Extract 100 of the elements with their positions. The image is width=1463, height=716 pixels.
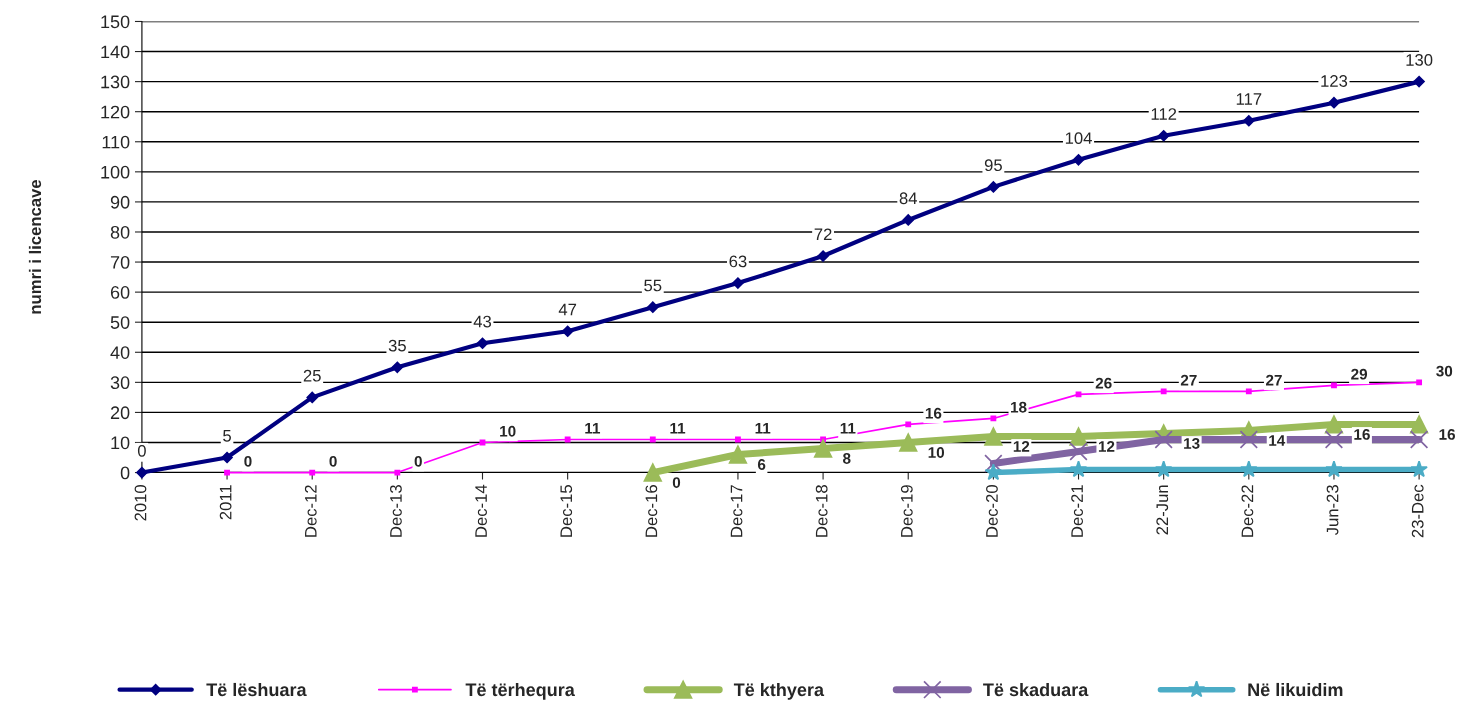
- data-label: 0: [329, 455, 337, 467]
- y-tick-label: 100: [101, 165, 130, 179]
- x-tick-label: Dec-20: [986, 485, 998, 537]
- y-tick-label: 90: [110, 195, 130, 209]
- data-label: 0: [244, 455, 252, 467]
- data-label: 130: [1406, 54, 1433, 66]
- point: [1331, 382, 1337, 389]
- point: [1069, 460, 1088, 478]
- point: [817, 250, 829, 262]
- legend-label: Të tërhequra: [465, 682, 575, 700]
- data-label: 55: [644, 279, 662, 292]
- x-tick-label: 2010: [134, 485, 147, 521]
- point: [1324, 430, 1344, 449]
- data-label: 43: [473, 315, 492, 328]
- data-label: 10: [500, 425, 516, 437]
- data-label: 84: [899, 192, 918, 205]
- point: [1410, 460, 1428, 478]
- point: [1243, 114, 1255, 127]
- x-tick-label: Dec-22: [1241, 485, 1254, 537]
- point: [732, 277, 744, 289]
- y-tick-label: 10: [111, 436, 130, 450]
- data-label: 27: [1180, 374, 1197, 386]
- x-tick-label: Dec-15: [560, 485, 573, 537]
- point: [1328, 96, 1340, 109]
- point: [813, 439, 833, 458]
- point: [1160, 388, 1167, 395]
- point: [306, 391, 318, 404]
- y-tick-label: 110: [102, 135, 130, 149]
- x-tick-label: 23-Dec: [1411, 484, 1424, 538]
- y-tick-label: 150: [101, 15, 130, 29]
- x-tick-label: 22-Jun: [1156, 485, 1169, 535]
- point: [728, 445, 748, 464]
- data-label: 11: [670, 423, 686, 434]
- data-label: 11: [840, 423, 856, 434]
- y-tick-label: 80: [110, 225, 130, 239]
- data-label: 30: [1436, 365, 1453, 377]
- point: [1240, 460, 1258, 478]
- point: [984, 427, 1003, 446]
- point: [649, 436, 656, 443]
- point: [1416, 379, 1423, 386]
- point: [136, 466, 148, 479]
- data-label: 29: [1351, 368, 1368, 380]
- data-label: 11: [585, 423, 601, 434]
- x-tick-label: Dec-18: [815, 485, 828, 537]
- data-label: 35: [388, 339, 406, 352]
- data-label: 26: [1095, 377, 1112, 389]
- y-tick-label: 60: [110, 286, 130, 299]
- point: [902, 214, 914, 226]
- point: [1154, 460, 1173, 478]
- x-tick-label: Dec-12: [304, 485, 317, 537]
- x-tick-label: Dec-17: [730, 485, 743, 537]
- data-label: 72: [814, 228, 832, 241]
- legend-label: Të kthyera: [733, 682, 825, 700]
- point: [905, 421, 912, 428]
- data-label: 12: [1098, 441, 1115, 452]
- point: [1072, 154, 1085, 166]
- point: [647, 301, 659, 313]
- data-label: 0: [672, 477, 681, 488]
- data-label: 8: [843, 453, 851, 464]
- x-tick-label: Dec-19: [900, 485, 913, 537]
- data-label: 117: [1236, 93, 1262, 105]
- point: [309, 469, 316, 476]
- y-tick-label: 30: [110, 376, 130, 390]
- data-label: 14: [1269, 435, 1286, 446]
- y-tick-label: 40: [110, 346, 130, 359]
- point: [1069, 427, 1088, 446]
- point: [735, 436, 741, 443]
- point: [1325, 460, 1343, 478]
- point: [1324, 415, 1344, 434]
- y-tick-label: 130: [101, 75, 130, 89]
- data-label: 63: [729, 255, 747, 268]
- point: [1409, 430, 1429, 449]
- point: [984, 454, 1003, 473]
- point: [987, 181, 1000, 193]
- data-label: 47: [558, 303, 577, 316]
- y-tick-label: 140: [101, 45, 130, 59]
- y-tick-label: 50: [110, 316, 130, 329]
- y-tick-label: 20: [110, 406, 130, 420]
- data-label: 123: [1321, 75, 1348, 87]
- data-label: 27: [1266, 374, 1282, 386]
- data-label: 18: [1011, 401, 1027, 413]
- point: [643, 463, 662, 482]
- point: [1157, 130, 1170, 142]
- data-label: 12: [1013, 441, 1030, 452]
- data-label: 10: [928, 447, 945, 458]
- data-label: 95: [984, 159, 1002, 172]
- data-label: 0: [137, 444, 146, 457]
- x-tick-label: Dec-21: [1071, 485, 1083, 537]
- data-label: 5: [223, 430, 231, 442]
- point: [1409, 415, 1429, 434]
- data-label: 6: [757, 459, 766, 470]
- data-label: 112: [1151, 108, 1177, 120]
- point: [1069, 442, 1088, 461]
- point: [984, 463, 1003, 481]
- x-tick-label: Dec-16: [645, 485, 658, 537]
- point: [1245, 388, 1252, 395]
- point: [221, 451, 233, 464]
- legend-label: Të skaduara: [983, 682, 1089, 697]
- point: [564, 436, 571, 443]
- point: [1154, 430, 1173, 449]
